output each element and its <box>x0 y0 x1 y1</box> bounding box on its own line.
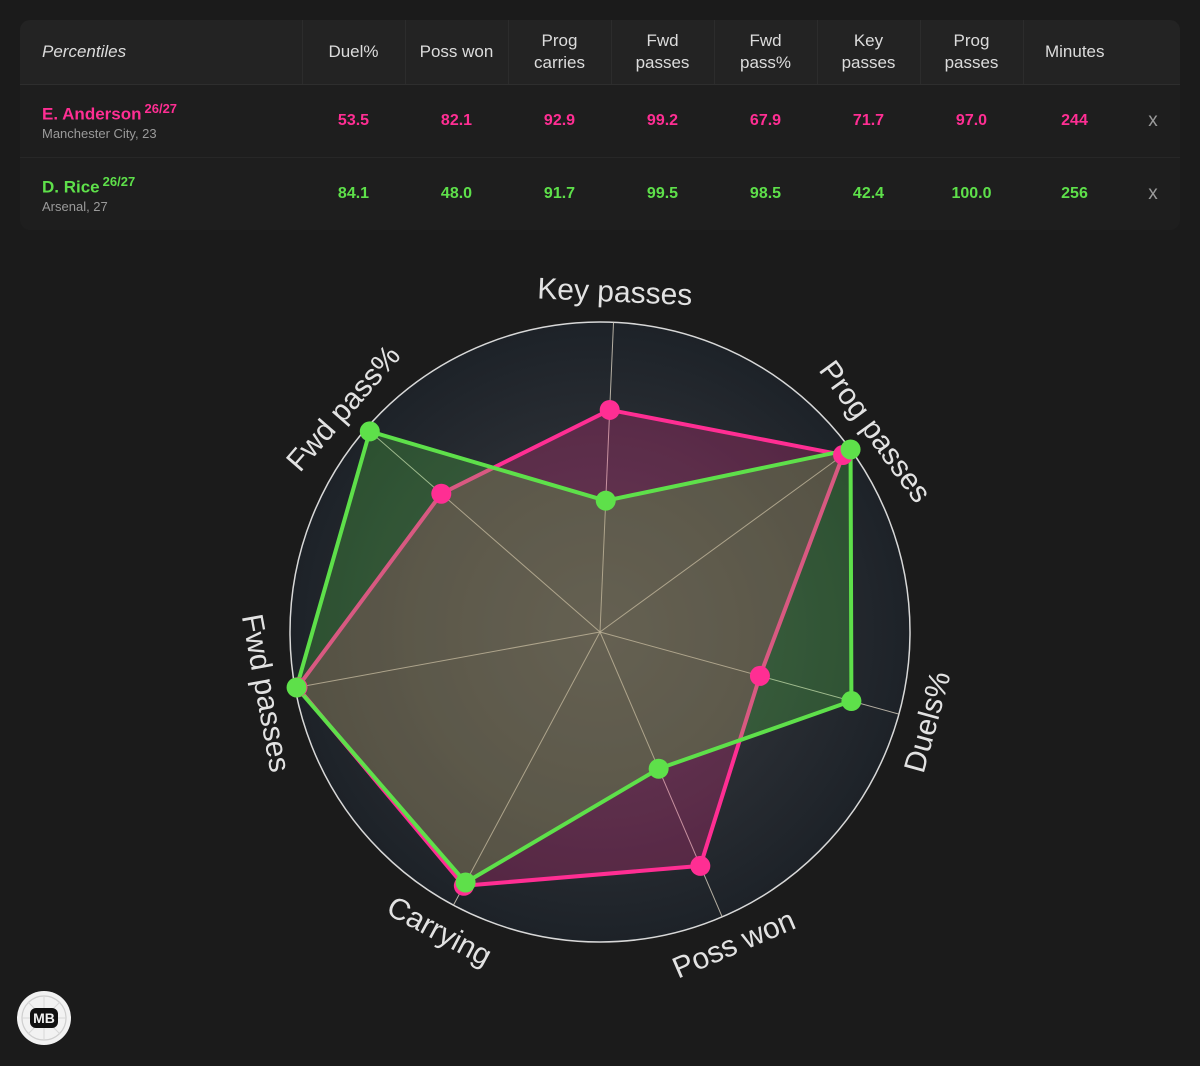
column-header: Minutes <box>1022 20 1126 85</box>
column-header-line2: passes <box>635 53 690 72</box>
stat-value: 97.0 <box>920 84 1023 158</box>
column-header-line2: pass% <box>739 53 792 72</box>
column-header-line2: passes <box>944 53 999 72</box>
radar-point-series-1 <box>840 439 861 460</box>
player-team-age: Manchester City, 23 <box>42 126 157 142</box>
radar-point-series-1 <box>841 691 862 712</box>
column-header-line2: carries <box>533 53 585 72</box>
percentiles-panel: Percentiles Duel% Poss won Prog carries Fwd p… <box>20 20 1180 230</box>
column-header: Fwd passes <box>610 20 714 85</box>
radar-spoke <box>365 427 601 633</box>
radar-axis-label: Duels% <box>898 668 957 776</box>
radar-spoke <box>294 631 601 689</box>
radar-point-series-0 <box>431 483 452 504</box>
radar-chart: Key passes Prog passes Duels% Poss won Carry… <box>0 240 1200 1061</box>
player-name: E. Anderson <box>42 104 142 124</box>
radar-spoke <box>453 631 601 906</box>
stat-value: 256 <box>1061 185 1088 202</box>
player-name: D. Rice <box>42 177 100 197</box>
stat-value: 71.7 <box>817 84 920 158</box>
player-season: 26/27 <box>144 100 178 116</box>
column-header-line1: Key <box>853 31 884 50</box>
radar-area-series-1 <box>294 429 854 885</box>
remove-player-button[interactable]: x <box>1148 183 1158 204</box>
column-header: Key passes <box>816 20 920 85</box>
radar-axis-label: Fwd passes <box>235 611 296 774</box>
column-header-line1: Prog <box>541 31 578 50</box>
mb-logo-icon: MB <box>17 991 71 1045</box>
percentiles-table: Percentiles Duel% Poss won Prog carries Fwd p… <box>20 20 1180 230</box>
stat-value: 100.0 <box>951 185 992 202</box>
stat-value: 84.1 <box>337 185 370 202</box>
remove-column-header <box>1126 20 1180 85</box>
percentiles-header: Percentiles <box>20 20 302 85</box>
stat-value: 67.9 <box>714 84 817 158</box>
column-header-line1: Duel% <box>328 42 379 61</box>
player-cell: E. Anderson 26/27 Manchester City, 23 <box>20 84 302 158</box>
radar-point-series-1 <box>595 490 616 511</box>
column-header: Poss won <box>404 20 508 85</box>
player-season: 26/27 <box>102 173 136 189</box>
remove-player-cell: x <box>1126 158 1180 231</box>
stat-value: 98.5 <box>749 185 782 202</box>
radar-point-series-1 <box>286 677 307 698</box>
radar-spoke <box>599 449 851 633</box>
radar-point-series-0 <box>749 665 770 686</box>
radar-point-series-0 <box>599 399 620 420</box>
radar-point-series-0 <box>690 855 711 876</box>
stat-value: 48.0 <box>440 185 473 202</box>
stat-value: 42.4 <box>852 185 885 202</box>
column-header-line1: Fwd <box>646 31 679 50</box>
radar-point-series-1 <box>455 872 476 893</box>
player-team-age: Arsenal, 27 <box>42 199 108 215</box>
stat-value: 99.5 <box>646 185 679 202</box>
mb-logo-text: MB <box>33 1010 55 1026</box>
mb-logo: MB <box>15 989 73 1047</box>
stat-value: 92.9 <box>508 84 611 158</box>
column-header-line1: Prog <box>953 31 990 50</box>
column-header: Fwd pass% <box>713 20 817 85</box>
column-header: Duel% <box>301 20 405 85</box>
stat-value: 99.2 <box>611 84 714 158</box>
table-header-row: Percentiles Duel% Poss won Prog carries Fwd p… <box>20 20 1180 85</box>
stat-value: 53.5 <box>302 84 405 158</box>
remove-player-cell: x <box>1126 84 1180 158</box>
table-row: D. Rice 26/27 Arsenal, 27 84.1 48.0 91.7 99.5 9… <box>20 158 1180 231</box>
column-header-line2: passes <box>841 53 896 72</box>
radar-spoke <box>599 322 615 633</box>
column-header: Prog passes <box>919 20 1023 85</box>
radar-point-series-1 <box>359 421 380 442</box>
table-body: E. Anderson 26/27 Manchester City, 23 53.5 8… <box>20 84 1180 231</box>
radar-area-series-0 <box>295 407 846 888</box>
radar-axis-label: Key passes <box>537 272 693 312</box>
player-cell: D. Rice 26/27 Arsenal, 27 <box>20 158 302 231</box>
stat-value: 244 <box>1023 84 1126 158</box>
stat-value: 82.1 <box>405 84 508 158</box>
column-header-line1: Fwd <box>749 31 782 50</box>
stat-value: 91.7 <box>543 185 576 202</box>
column-header: Prog carries <box>507 20 611 85</box>
column-header-line1: Minutes <box>1044 42 1105 61</box>
radar-point-series-1 <box>648 758 669 779</box>
table-row: E. Anderson 26/27 Manchester City, 23 53.5 8… <box>20 84 1180 158</box>
column-header-line1: Poss won <box>419 42 494 61</box>
remove-player-button[interactable]: x <box>1148 110 1158 131</box>
